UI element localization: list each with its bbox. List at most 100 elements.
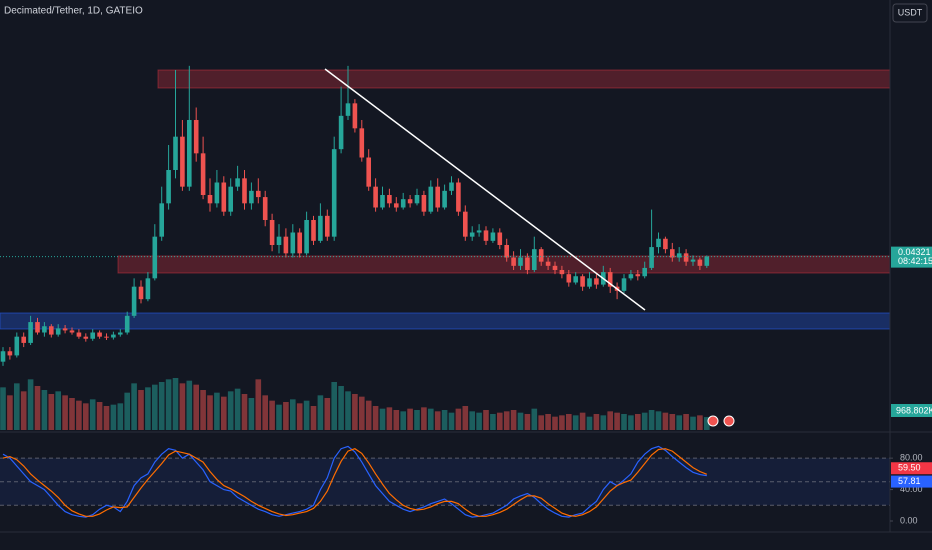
volume-bar	[676, 415, 682, 430]
volume-bar	[448, 412, 455, 430]
volume-bar	[221, 396, 227, 430]
volume-bar	[83, 403, 89, 430]
candle-body	[490, 232, 496, 241]
stoch-value-label: 59.50	[898, 463, 921, 473]
volume-bar	[593, 414, 600, 430]
volume-bar	[503, 411, 510, 430]
stoch-line	[2, 445, 707, 518]
volume-bar	[145, 387, 151, 430]
candle-body	[242, 178, 247, 204]
candle-body	[138, 286, 144, 300]
candle-body	[76, 332, 82, 337]
volume-bar	[455, 408, 462, 430]
volume-bar	[586, 416, 593, 430]
volume-bar	[34, 386, 41, 430]
candle-body	[256, 190, 261, 198]
candle-body	[580, 276, 585, 287]
candle-body	[428, 186, 434, 212]
volume-bar	[414, 410, 420, 430]
volume-bar	[89, 399, 96, 430]
volume-bar	[20, 391, 27, 430]
volume-bar	[262, 395, 268, 430]
candle-body	[28, 322, 33, 343]
volume-bar	[186, 380, 193, 430]
candle-body	[545, 261, 551, 266]
candle-body	[649, 247, 654, 268]
candle-body	[200, 153, 206, 195]
candle-body	[697, 259, 703, 266]
volume-bar	[55, 391, 61, 430]
volume-bar	[207, 395, 213, 430]
volume-bar	[310, 406, 317, 430]
event-icon[interactable]	[723, 415, 735, 427]
volume-bar	[483, 410, 489, 430]
candle-body	[131, 286, 137, 316]
countdown-label: 08:42:15	[898, 256, 932, 266]
volume-bar	[324, 398, 331, 430]
candle-body	[366, 157, 371, 187]
currency-button[interactable]	[892, 3, 928, 23]
stoch-value-label: 57.81	[898, 476, 921, 486]
candle-body	[587, 278, 592, 287]
y-tick-label: 80.00	[900, 453, 923, 463]
volume-bar	[14, 383, 20, 430]
support-zone	[117, 255, 891, 274]
candle-body	[594, 278, 599, 285]
volume-bar	[545, 414, 551, 430]
volume-bar	[704, 417, 710, 430]
candle-body	[97, 332, 102, 337]
candle-body	[456, 182, 461, 212]
candle-body	[621, 278, 627, 291]
volume-bar	[621, 414, 627, 430]
volume-bar	[158, 382, 165, 430]
volume-bar	[393, 410, 400, 430]
volume-bar	[0, 387, 6, 430]
volume-bar	[517, 412, 524, 430]
candle-body	[463, 211, 468, 237]
candle-body	[180, 136, 185, 187]
candle-body	[290, 232, 296, 254]
marks	[0, 65, 890, 518]
volume-bar	[7, 395, 13, 430]
candle-body	[345, 103, 351, 116]
volume-bar	[303, 400, 310, 430]
candle-body	[670, 249, 675, 258]
volume-label: 968.802K	[896, 405, 932, 415]
volume-bar	[138, 390, 144, 430]
volume-bar	[296, 403, 303, 430]
volume-bar	[510, 410, 517, 430]
candle-body	[304, 220, 309, 254]
volume-bar	[338, 386, 344, 430]
price-label: 0.04321	[898, 247, 931, 257]
candle-body	[249, 190, 254, 204]
event-icon[interactable]	[707, 415, 719, 427]
candle-body	[35, 322, 40, 333]
candle-body	[442, 190, 447, 208]
volume-bar	[110, 404, 117, 430]
candle-body	[663, 238, 668, 250]
candle-body	[511, 257, 516, 266]
candle-body	[90, 332, 95, 339]
volume-bar	[331, 382, 337, 430]
candle-body	[283, 236, 289, 254]
candle-body	[104, 336, 109, 338]
candle-body	[42, 326, 47, 333]
candle-body	[414, 195, 420, 204]
candle-body	[124, 315, 130, 333]
candle-body	[642, 267, 647, 277]
candle-body	[269, 220, 275, 245]
currency-label[interactable]: USDT	[898, 7, 923, 17]
volume-bar	[428, 408, 434, 430]
volume-bar	[614, 412, 620, 430]
candle-body	[538, 249, 544, 262]
volume-bar	[255, 379, 262, 430]
candle-body	[193, 120, 199, 154]
volume-bar	[469, 411, 475, 430]
candle-body	[21, 336, 26, 343]
candle-body	[262, 197, 268, 220]
candle-body	[380, 195, 385, 208]
candle-body	[0, 351, 6, 362]
